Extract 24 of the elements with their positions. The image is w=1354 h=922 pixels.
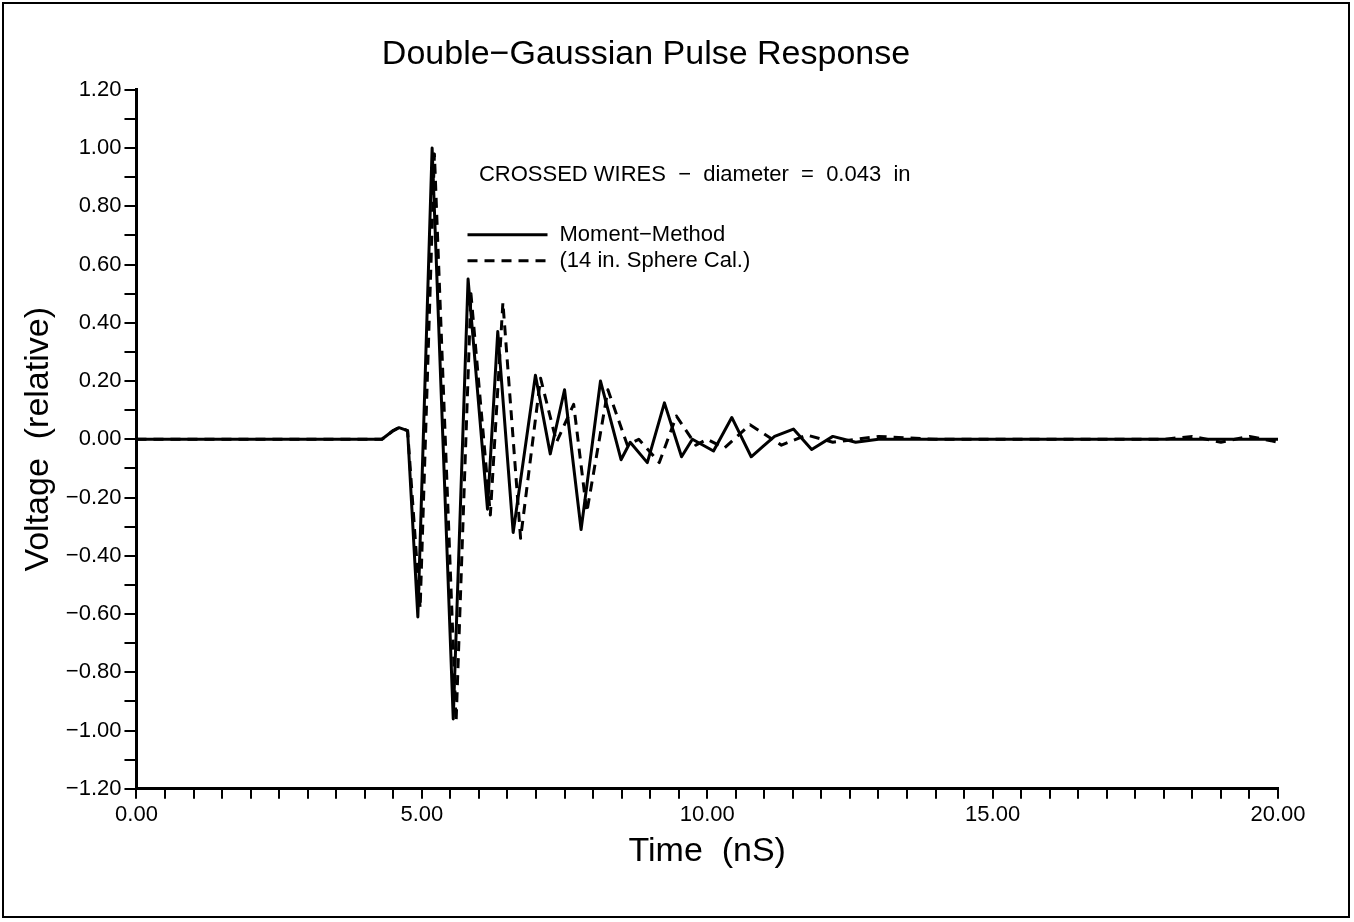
y-tick-label: 0.60 xyxy=(78,250,122,276)
x-tick-label: 5.00 xyxy=(400,801,444,827)
legend-label: (14 in. Sphere Cal.) xyxy=(559,246,751,272)
y-tick-label: −0.20 xyxy=(65,483,122,509)
x-tick-label: 20.00 xyxy=(1250,801,1306,827)
y-tick-label: −0.80 xyxy=(65,658,122,684)
y-tick-label: 0.80 xyxy=(78,192,122,218)
y-tick-label: −1.20 xyxy=(65,774,122,800)
x-axis-title: Time (nS) xyxy=(628,829,786,868)
y-tick-label: −0.40 xyxy=(65,541,122,567)
y-axis-title: Voltage (relative) xyxy=(16,307,55,572)
y-tick-label: 1.00 xyxy=(78,134,122,160)
x-tick-label: 15.00 xyxy=(965,801,1021,827)
y-tick-label: 1.20 xyxy=(78,75,122,101)
x-tick-label: 10.00 xyxy=(679,801,735,827)
y-tick-label: 0.20 xyxy=(78,367,122,393)
legend-label: Moment−Method xyxy=(559,220,726,246)
y-tick-label: −0.60 xyxy=(65,600,122,626)
annotation: CROSSED WIRES − diameter = 0.043 in xyxy=(478,160,911,186)
x-tick-label: 0.00 xyxy=(115,801,158,827)
y-tick-label: −1.00 xyxy=(65,716,122,742)
y-tick-label: 0.40 xyxy=(78,308,122,334)
chart-title: Double−Gaussian Pulse Response xyxy=(381,32,911,71)
y-tick-label: 0.00 xyxy=(78,425,122,451)
